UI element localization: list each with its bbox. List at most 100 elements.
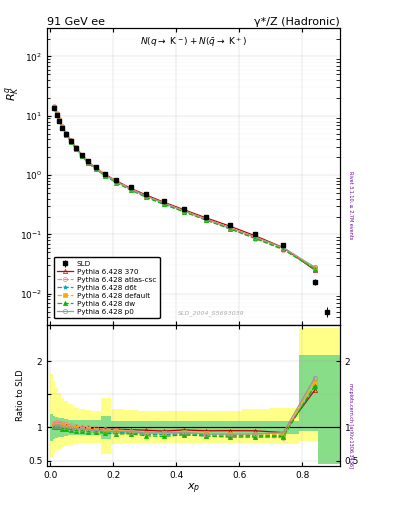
Pythia 6.428 d6t (312, 266, 317, 272)
Pythia 6.428 370 (128, 185, 133, 191)
Pythia 6.428 dw (57, 118, 61, 124)
Pythia 6.428 default (253, 234, 257, 240)
Pythia 6.428 dw (86, 160, 90, 166)
Pythia 6.428 370 (312, 267, 317, 273)
Pythia 6.428 p0 (182, 208, 186, 214)
Pythia 6.428 d6t (86, 159, 90, 165)
Pythia 6.428 370 (60, 124, 64, 130)
Pythia 6.428 d6t (253, 234, 257, 241)
Pythia 6.428 default (68, 138, 73, 144)
Pythia 6.428 p0 (57, 117, 61, 123)
Pythia 6.428 dw (54, 112, 59, 118)
Pythia 6.428 default (52, 104, 57, 110)
Pythia 6.428 dw (103, 173, 108, 179)
Pythia 6.428 370 (79, 152, 84, 158)
Pythia 6.428 d6t (103, 173, 108, 179)
Pythia 6.428 dw (64, 132, 68, 138)
Text: Rivet 3.1.10, ≥ 2.7M events: Rivet 3.1.10, ≥ 2.7M events (348, 170, 353, 239)
Pythia 6.428 370 (144, 192, 149, 198)
Pythia 6.428 dw (253, 235, 257, 241)
Pythia 6.428 370 (52, 103, 57, 110)
Pythia 6.428 d6t (144, 194, 149, 200)
Pythia 6.428 atlas-csc (182, 209, 186, 215)
Text: mcplots.cern.ch [arXiv:1306.3436]: mcplots.cern.ch [arXiv:1306.3436] (348, 382, 353, 467)
Pythia 6.428 default (54, 111, 59, 117)
Pythia 6.428 370 (182, 207, 186, 213)
Pythia 6.428 default (64, 131, 68, 137)
Line: Pythia 6.428 dw: Pythia 6.428 dw (52, 106, 317, 271)
Text: $N(q\rightarrow\ \mathrm{K}^-)+N(\bar{q}\rightarrow\ \mathrm{K}^+)$: $N(q\rightarrow\ \mathrm{K}^-)+N(\bar{q}… (140, 35, 247, 49)
Pythia 6.428 atlas-csc (68, 137, 73, 143)
Line: Pythia 6.428 d6t: Pythia 6.428 d6t (52, 105, 317, 271)
Pythia 6.428 default (312, 265, 317, 271)
Pythia 6.428 370 (228, 223, 232, 229)
Pythia 6.428 370 (54, 111, 59, 117)
Pythia 6.428 default (144, 193, 149, 199)
Pythia 6.428 atlas-csc (86, 158, 90, 164)
Pythia 6.428 default (228, 225, 232, 231)
Pythia 6.428 d6t (94, 166, 98, 172)
Pythia 6.428 atlas-csc (64, 130, 68, 136)
Pythia 6.428 370 (94, 165, 98, 171)
Pythia 6.428 370 (204, 215, 209, 221)
Pythia 6.428 d6t (57, 117, 61, 123)
Pythia 6.428 atlas-csc (52, 103, 57, 109)
Pythia 6.428 d6t (79, 153, 84, 159)
Pythia 6.428 p0 (128, 186, 133, 192)
Pythia 6.428 d6t (281, 246, 286, 252)
Text: 91 GeV ee: 91 GeV ee (47, 17, 105, 27)
Pythia 6.428 dw (312, 266, 317, 272)
Pythia 6.428 d6t (64, 131, 68, 137)
Pythia 6.428 dw (161, 201, 166, 207)
Pythia 6.428 370 (253, 232, 257, 239)
Y-axis label: Ratio to SLD: Ratio to SLD (16, 370, 25, 421)
Pythia 6.428 p0 (94, 165, 98, 172)
Pythia 6.428 370 (281, 244, 286, 250)
Pythia 6.428 dw (144, 195, 149, 201)
Pythia 6.428 p0 (114, 179, 119, 185)
Pythia 6.428 d6t (161, 201, 166, 207)
Pythia 6.428 atlas-csc (94, 165, 98, 171)
Pythia 6.428 dw (128, 187, 133, 193)
Pythia 6.428 370 (64, 131, 68, 137)
Pythia 6.428 370 (57, 117, 61, 123)
Legend: SLD, Pythia 6.428 370, Pythia 6.428 atlas-csc, Pythia 6.428 d6t, Pythia 6.428 de: SLD, Pythia 6.428 370, Pythia 6.428 atla… (54, 257, 160, 318)
Pythia 6.428 atlas-csc (79, 152, 84, 158)
Pythia 6.428 p0 (253, 234, 257, 240)
Pythia 6.428 default (60, 124, 64, 131)
Pythia 6.428 atlas-csc (114, 178, 119, 184)
Pythia 6.428 p0 (54, 112, 59, 118)
Pythia 6.428 dw (114, 180, 119, 186)
Pythia 6.428 dw (94, 166, 98, 173)
Pythia 6.428 dw (68, 138, 73, 144)
Line: Pythia 6.428 atlas-csc: Pythia 6.428 atlas-csc (52, 104, 317, 269)
Pythia 6.428 370 (86, 159, 90, 165)
Pythia 6.428 atlas-csc (57, 116, 61, 122)
Pythia 6.428 atlas-csc (281, 247, 286, 253)
Pythia 6.428 default (94, 165, 98, 172)
Pythia 6.428 atlas-csc (253, 236, 257, 242)
Pythia 6.428 default (57, 117, 61, 123)
Pythia 6.428 dw (79, 153, 84, 159)
Pythia 6.428 d6t (204, 217, 209, 223)
Pythia 6.428 p0 (60, 124, 64, 131)
Pythia 6.428 p0 (52, 104, 57, 111)
Text: SLD_2004_S5693039: SLD_2004_S5693039 (178, 310, 244, 316)
Pythia 6.428 atlas-csc (228, 226, 232, 232)
Pythia 6.428 atlas-csc (74, 144, 79, 151)
Pythia 6.428 d6t (182, 208, 186, 215)
Pythia 6.428 370 (74, 144, 79, 151)
Pythia 6.428 p0 (86, 159, 90, 165)
Pythia 6.428 p0 (204, 216, 209, 222)
Pythia 6.428 atlas-csc (103, 172, 108, 178)
Pythia 6.428 p0 (312, 264, 317, 270)
Pythia 6.428 dw (60, 125, 64, 131)
X-axis label: $x_p$: $x_p$ (187, 481, 200, 496)
Pythia 6.428 default (86, 159, 90, 165)
Pythia 6.428 dw (281, 246, 286, 252)
Pythia 6.428 d6t (114, 179, 119, 185)
Pythia 6.428 default (79, 152, 84, 158)
Pythia 6.428 default (281, 245, 286, 251)
Pythia 6.428 p0 (281, 244, 286, 250)
Line: Pythia 6.428 370: Pythia 6.428 370 (52, 104, 317, 272)
